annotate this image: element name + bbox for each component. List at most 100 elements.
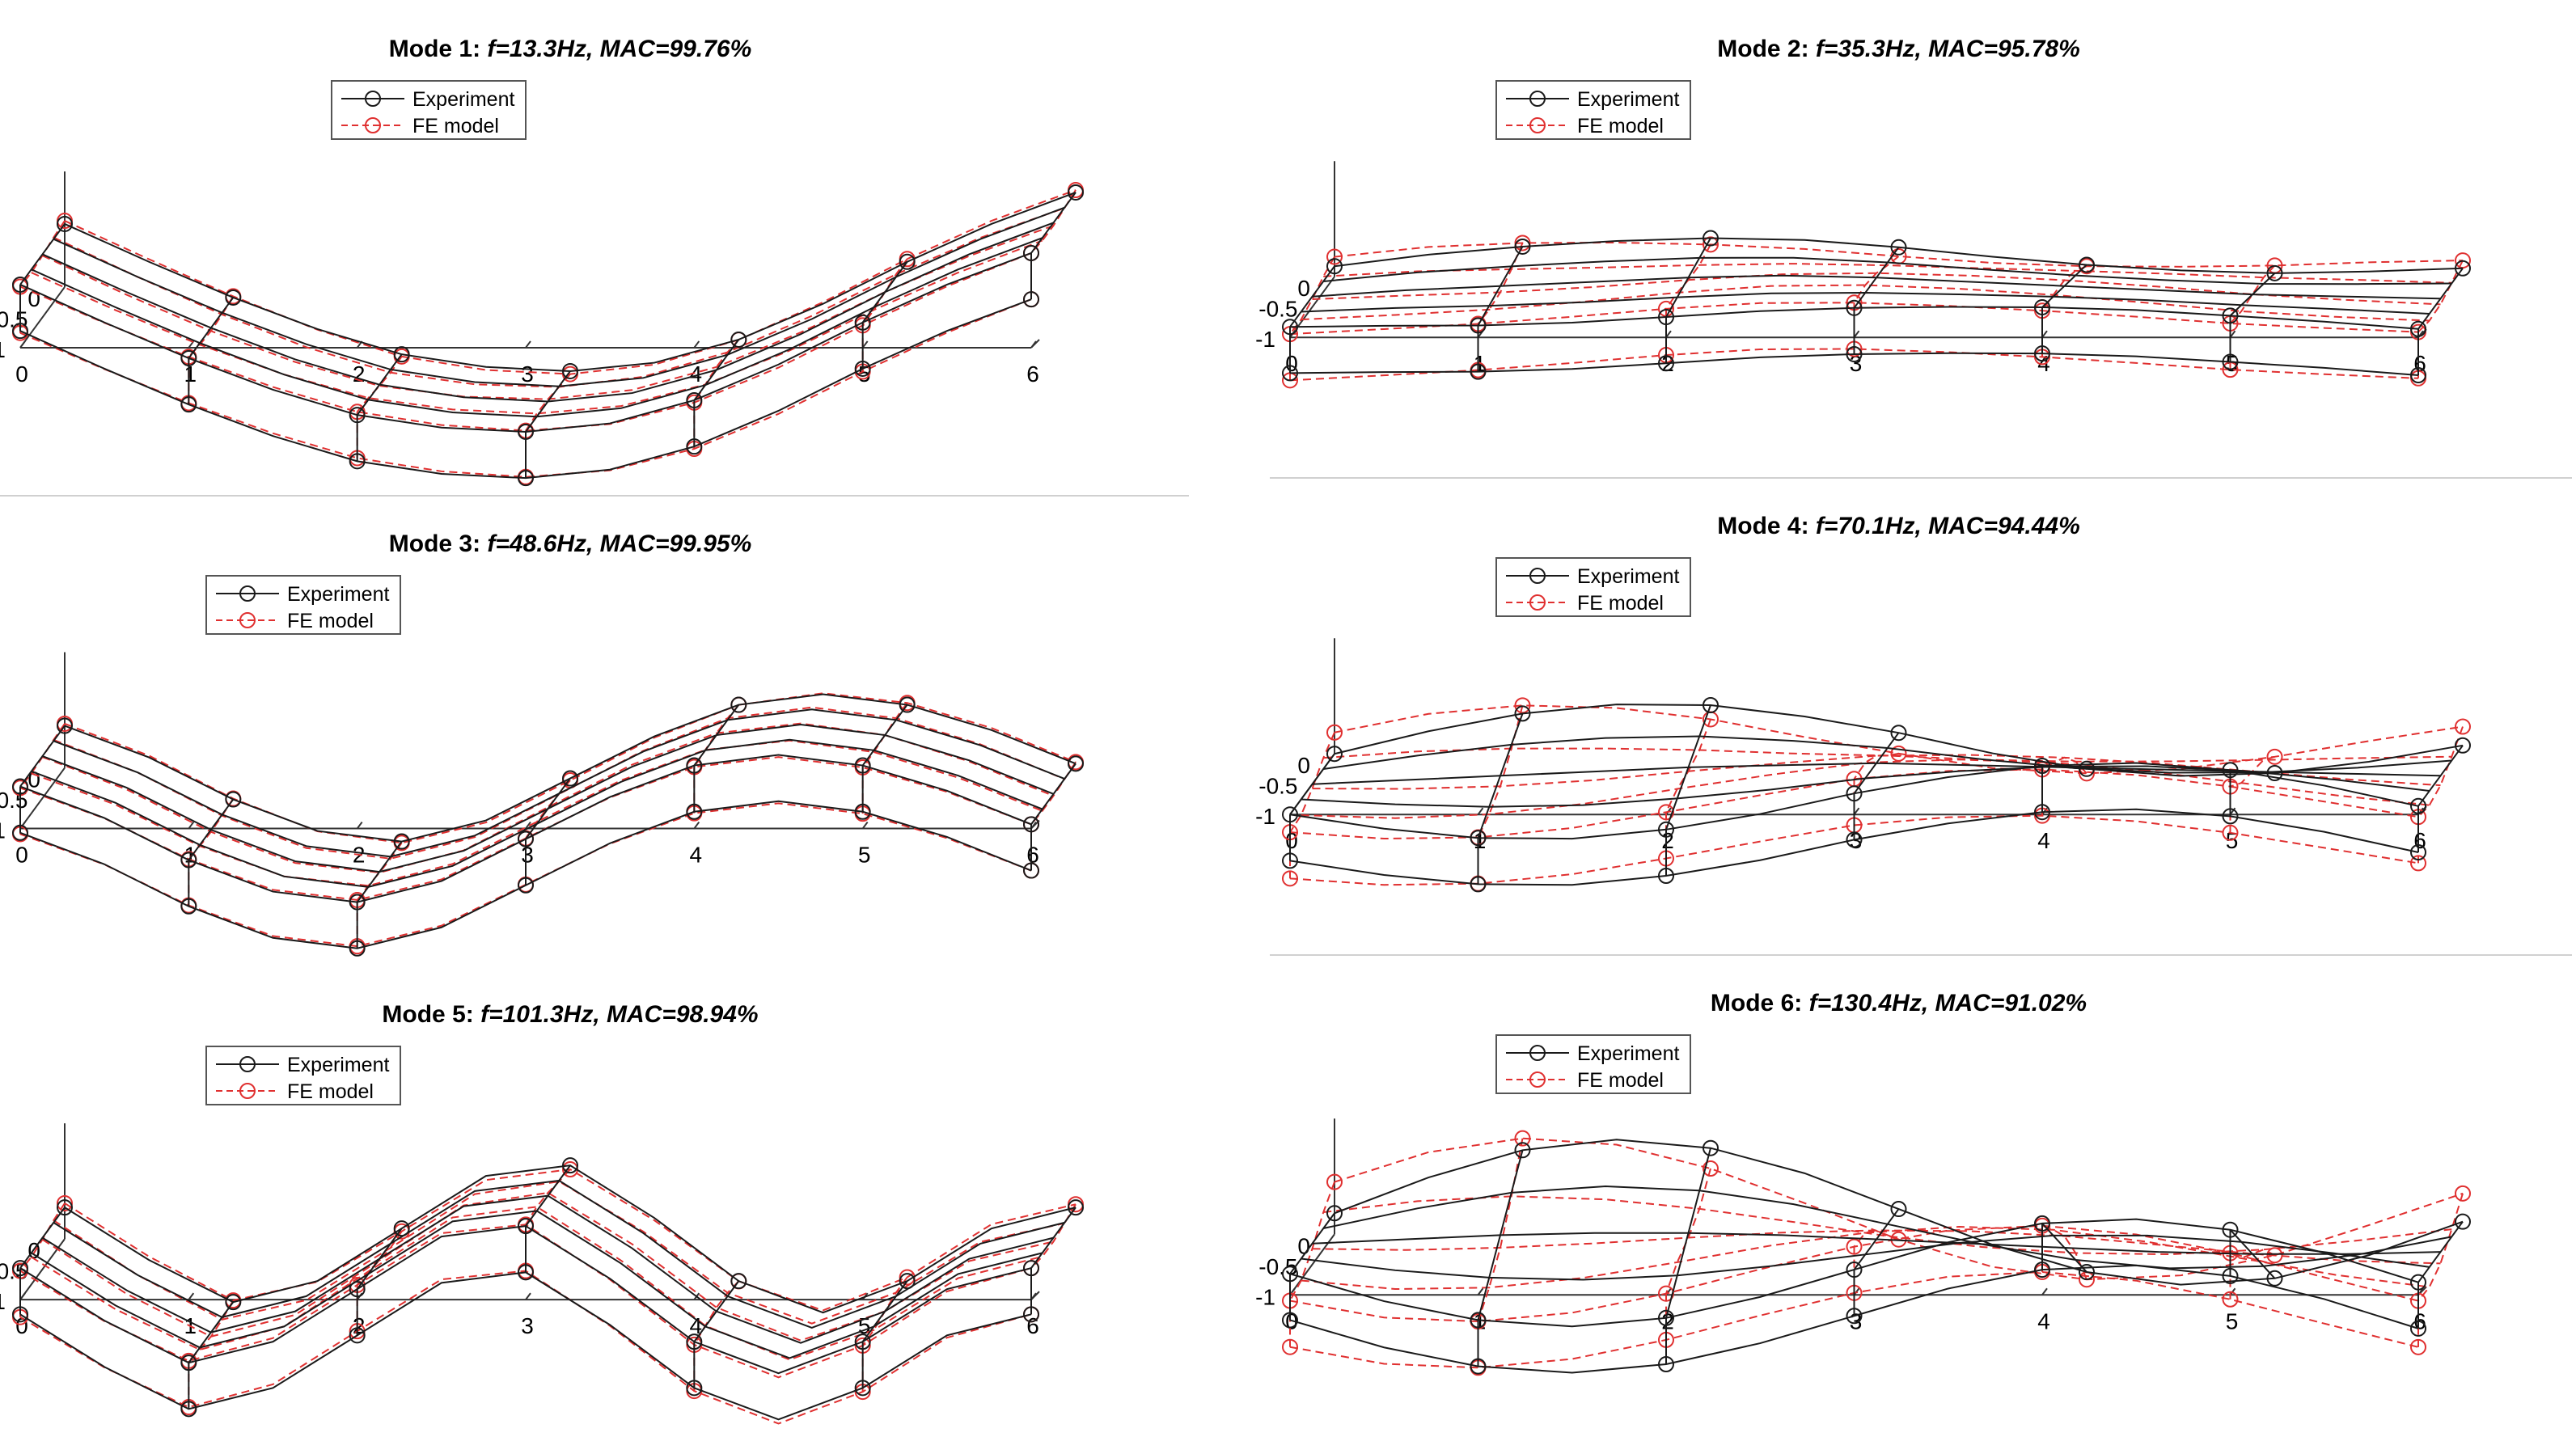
experiment-transverse	[188, 798, 235, 861]
experiment-marker	[686, 803, 703, 820]
legend-experiment-marker	[239, 585, 256, 602]
experiment-chord-line	[31, 237, 1043, 418]
experiment-marker	[393, 346, 410, 363]
legend-experiment-marker	[1529, 568, 1546, 584]
x-tick-mark	[693, 821, 700, 830]
legend-fe-marker	[1529, 1071, 1546, 1088]
x-tick-label: 0	[15, 361, 28, 387]
experiment-marker	[2410, 797, 2426, 814]
legend-fe-marker	[1529, 594, 1546, 611]
axes	[19, 652, 1040, 830]
experiment-marker	[393, 833, 410, 850]
experiment-marker	[1846, 1262, 1863, 1279]
experiment-marker	[180, 396, 197, 413]
z-tick-label: 0	[1297, 1233, 1310, 1258]
x-tick-label: 3	[1850, 351, 1863, 376]
x-tick-label: 4	[690, 1313, 703, 1338]
x-tick-mark	[19, 340, 26, 349]
experiment-marker	[854, 803, 871, 820]
experiment-transverse	[525, 777, 571, 840]
fe-transverse	[2417, 1193, 2464, 1302]
experiment-marker	[180, 852, 197, 869]
experiment-transverse	[19, 725, 66, 788]
mode-panel-2: Mode 2: f=35.3Hz, MAC=95.78%0 1 2 3 4 5 6-1-0.…	[1255, 36, 2471, 389]
mode-title: Mode 2: f=35.3Hz, MAC=95.78%	[1717, 36, 2080, 62]
experiment-marker	[2034, 1215, 2050, 1232]
mode-label: Mode 4:	[1717, 513, 1816, 539]
experiment-marker	[1282, 1312, 1298, 1329]
fe-marker	[1514, 1130, 1531, 1147]
y-tick-label: -1	[1255, 1284, 1275, 1309]
experiment-marker	[518, 1218, 534, 1235]
experiment-marker	[2034, 804, 2050, 821]
legend: Experiment FE model	[331, 80, 527, 140]
experiment-transverse	[1289, 1212, 1335, 1274]
experiment-transverse	[1853, 732, 1900, 794]
experiment-series	[1282, 1139, 2471, 1375]
experiment-marker	[1514, 705, 1531, 722]
x-tick-label: 5	[858, 843, 871, 868]
y-tick-label: -1	[0, 1289, 6, 1314]
experiment-transverse	[1030, 1207, 1077, 1269]
experiment-marker	[393, 1220, 410, 1237]
fe-marker	[2266, 1247, 2283, 1264]
divider-left-1	[0, 495, 1189, 497]
mode-stats: f=130.4Hz, MAC=91.02%	[1809, 990, 2087, 1016]
legend-experiment-label: Experiment	[287, 1054, 389, 1076]
mode-label: Mode 3:	[389, 530, 488, 557]
experiment-transverse	[1665, 238, 1711, 318]
experiment-marker	[1658, 821, 1674, 838]
fe-chord-line	[1334, 704, 2464, 775]
experiment-marker	[1023, 244, 1039, 261]
experiment-marker	[1658, 1356, 1674, 1373]
experiment-marker	[2410, 844, 2426, 860]
mode-title: Mode 5: f=101.3Hz, MAC=98.94%	[382, 1001, 758, 1028]
mode-title: Mode 6: f=130.4Hz, MAC=91.02%	[1711, 990, 2087, 1016]
mode-title: Mode 3: f=48.6Hz, MAC=99.95%	[389, 530, 752, 557]
experiment-marker	[180, 1355, 197, 1371]
experiment-marker	[12, 276, 28, 293]
mode-label: Mode 6:	[1711, 990, 1809, 1016]
legend-box	[1495, 80, 1691, 140]
x-tick-mark	[525, 821, 531, 830]
legend: Experiment FE model	[205, 1046, 401, 1105]
experiment-marker	[1282, 806, 1298, 823]
x-tick-label: 6	[1026, 361, 1039, 387]
fe-transverse	[2230, 1249, 2275, 1260]
experiment-transverse	[861, 704, 908, 767]
experiment-transverse	[188, 297, 235, 359]
experiment-marker	[1023, 1306, 1039, 1323]
experiment-transverse	[861, 1280, 908, 1342]
fe-marker	[1326, 1173, 1343, 1190]
experiment-chord-line	[53, 206, 1065, 387]
mode-panel-4: Mode 4: f=70.1Hz, MAC=94.44%0 1 2 3 4 5 6-1-0.…	[1255, 513, 2471, 893]
experiment-marker	[562, 1157, 578, 1174]
experiment-marker	[1658, 355, 1674, 372]
experiment-marker	[349, 940, 366, 957]
fe-marker	[1514, 235, 1531, 251]
x-tick-label: 4	[2037, 828, 2050, 853]
experiment-marker	[1326, 746, 1343, 763]
experiment-marker	[1326, 1205, 1343, 1222]
y-tick-label: -1	[1255, 327, 1275, 352]
fe-marker	[2455, 252, 2471, 269]
legend-experiment-label: Experiment	[1577, 88, 1679, 111]
fe-chord-line	[19, 252, 1032, 432]
y-axis	[19, 286, 66, 349]
experiment-marker	[730, 1273, 747, 1290]
legend-fe-marker	[239, 1083, 256, 1099]
fe-marker	[1658, 1285, 1674, 1302]
x-tick-mark	[356, 821, 363, 830]
mode-title: Mode 1: f=13.3Hz, MAC=99.76%	[389, 36, 752, 62]
experiment-marker	[686, 1380, 703, 1397]
fe-marker	[1703, 236, 1719, 253]
experiment-transverse	[356, 353, 403, 416]
experiment-marker	[2222, 353, 2239, 370]
legend-box	[1495, 1034, 1691, 1094]
fe-marker	[2222, 1291, 2239, 1308]
experiment-marker	[1703, 1139, 1719, 1156]
fe-marker	[1282, 870, 1298, 887]
x-tick-mark	[1477, 1287, 1484, 1295]
experiment-marker	[349, 453, 366, 470]
experiment-marker	[562, 362, 578, 379]
